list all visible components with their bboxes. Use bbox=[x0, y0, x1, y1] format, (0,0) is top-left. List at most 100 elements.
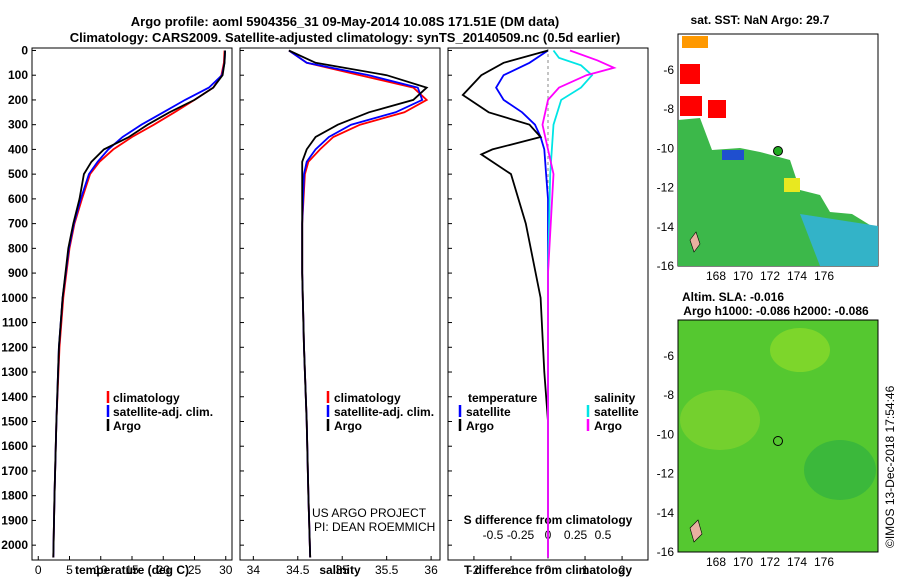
map-lon-label: 176 bbox=[814, 555, 834, 569]
sla-anomaly bbox=[804, 440, 876, 500]
salinity-legend: climatology satellite-adj. clim. Argo US… bbox=[312, 391, 435, 534]
legend-salinity-title: salinity bbox=[594, 391, 636, 405]
map-lat-label: -10 bbox=[657, 141, 675, 155]
difference-curves bbox=[461, 48, 617, 560]
legend-climatology: climatology bbox=[334, 391, 401, 405]
depth-tick-label: 1200 bbox=[1, 340, 28, 354]
map-axes: -6 -8 -10 -12 -14 -16 168 170 172 174 176 -6 -8 -10 -1… bbox=[657, 63, 835, 569]
sst-patch bbox=[680, 96, 702, 116]
s-tick-label: 0.25 bbox=[564, 528, 588, 542]
credit-project: US ARGO PROJECT bbox=[312, 506, 427, 520]
salinity-difference-axis: -0.5-0.2500.250.5 bbox=[483, 528, 612, 542]
salinity-curves bbox=[288, 49, 429, 558]
island-outline bbox=[689, 519, 703, 543]
series-line-t-argo bbox=[461, 49, 549, 558]
x-tick-label: 0 bbox=[35, 563, 42, 577]
x-tick-label: 34.5 bbox=[286, 563, 310, 577]
x-tick-label: 35.5 bbox=[375, 563, 399, 577]
depth-tick-label: 1300 bbox=[1, 365, 28, 379]
depth-tick-label: 400 bbox=[8, 142, 28, 156]
depth-tick-label: 300 bbox=[8, 118, 28, 132]
series-line-argo bbox=[52, 50, 226, 558]
map-lat-label: -6 bbox=[663, 63, 674, 77]
depth-tick-label: 900 bbox=[8, 266, 28, 280]
map-lon-label: 176 bbox=[814, 269, 834, 283]
series-line-argo bbox=[288, 49, 429, 558]
sla-anomaly bbox=[770, 328, 830, 372]
map-lat-label: -8 bbox=[663, 388, 674, 402]
legend-climatology: climatology bbox=[113, 391, 180, 405]
x-tick-label: -1 bbox=[506, 563, 517, 577]
series-line-s-argo bbox=[541, 49, 617, 558]
map-lon-label: 172 bbox=[760, 555, 780, 569]
map-lat-label: -6 bbox=[663, 349, 674, 363]
temperature-axis-label: temperature (deg C) bbox=[75, 563, 189, 577]
difference-legend: temperature satellite Argo salinity sate… bbox=[458, 391, 639, 433]
sla-map-subtitle: Argo h1000: -0.086 h2000: -0.086 bbox=[683, 304, 869, 318]
map-lat-label: -14 bbox=[657, 506, 675, 520]
map-lat-label: -12 bbox=[657, 467, 675, 481]
depth-tick-label: 200 bbox=[8, 93, 28, 107]
map-lat-label: -10 bbox=[657, 427, 675, 441]
legend-temperature-title: temperature bbox=[468, 391, 538, 405]
map-lat-label: -14 bbox=[657, 220, 675, 234]
title-line-1: Argo profile: aoml 5904356_31 09-May-201… bbox=[131, 14, 560, 29]
depth-tick-label: 1000 bbox=[1, 291, 28, 305]
x-tick-label: 20 bbox=[157, 563, 171, 577]
island-outline bbox=[689, 231, 701, 253]
x-tick-label: 36 bbox=[424, 563, 438, 577]
sla-map bbox=[677, 319, 879, 553]
sst-patch bbox=[682, 36, 708, 48]
depth-tick-label: 600 bbox=[8, 192, 28, 206]
x-tick-label: 34 bbox=[247, 563, 261, 577]
depth-tick-label: 0 bbox=[21, 43, 28, 57]
sst-patch bbox=[680, 64, 700, 84]
x-tick-label: 10 bbox=[94, 563, 108, 577]
credit-pi: PI: DEAN ROEMMICH bbox=[314, 520, 435, 534]
legend-t-argo: Argo bbox=[466, 419, 494, 433]
argo-position-marker bbox=[773, 146, 783, 156]
depth-tick-label: 1100 bbox=[2, 316, 28, 330]
sla-anomaly bbox=[680, 390, 760, 450]
temperature-curves bbox=[52, 50, 226, 558]
map-lat-label: -12 bbox=[657, 181, 675, 195]
x-tick-label: 0 bbox=[545, 563, 552, 577]
depth-tick-label: 1900 bbox=[1, 513, 28, 527]
difference-axis-label: T difference from climatology bbox=[464, 563, 632, 577]
map-lon-label: 170 bbox=[733, 555, 753, 569]
legend-argo: Argo bbox=[334, 419, 362, 433]
map-lon-label: 168 bbox=[706, 555, 726, 569]
map-lon-label: 174 bbox=[787, 555, 807, 569]
sla-map-title: Altim. SLA: -0.016 bbox=[682, 290, 784, 304]
map-lon-label: 170 bbox=[733, 269, 753, 283]
depth-axis-labels: 0 100 200 300 400 500 600 700 800 900 1000 1100 1200… bbox=[1, 43, 452, 552]
depth-tick-label: 1600 bbox=[1, 439, 28, 453]
x-tick-label: 15 bbox=[125, 563, 139, 577]
salinity-axis-label: salinity bbox=[319, 563, 361, 577]
x-tick-label: -2 bbox=[469, 563, 480, 577]
argo-position-marker bbox=[773, 436, 783, 446]
temperature-legend: climatology satellite-adj. clim. Argo bbox=[106, 391, 213, 433]
map-lat-label: -16 bbox=[657, 259, 675, 273]
depth-tick-label: 2000 bbox=[1, 538, 28, 552]
series-line-t-satellite bbox=[495, 49, 549, 558]
sst-warm-patch bbox=[800, 214, 878, 266]
depth-tick-label: 100 bbox=[8, 68, 28, 82]
map-lat-label: -8 bbox=[663, 102, 674, 116]
sst-map-title: sat. SST: NaN Argo: 29.7 bbox=[691, 13, 830, 27]
depth-tick-label: 1400 bbox=[1, 390, 28, 404]
salinity-axis: 34 34.5 35 35.5 36 bbox=[247, 556, 438, 577]
s-tick-label: 0.5 bbox=[595, 528, 612, 542]
series-line-satellite-adj-clim- bbox=[52, 50, 226, 558]
sst-map bbox=[677, 33, 879, 267]
map-lat-label: -16 bbox=[657, 545, 675, 559]
salinity-panel-frame bbox=[239, 47, 441, 561]
depth-tick-label: 800 bbox=[8, 241, 28, 255]
s-tick-label: -0.25 bbox=[507, 528, 535, 542]
legend-t-satellite: satellite bbox=[466, 405, 511, 419]
legend-satellite: satellite-adj. clim. bbox=[113, 405, 213, 419]
series-line-s-satellite bbox=[547, 49, 594, 558]
s-tick-label: -0.5 bbox=[483, 528, 504, 542]
